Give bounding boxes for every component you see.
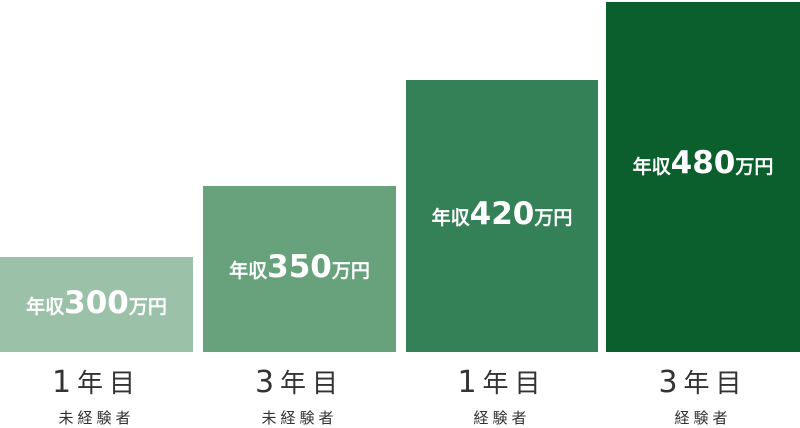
- category-years-number: 1: [457, 365, 483, 400]
- category-years-number: 3: [254, 365, 281, 400]
- category-label: 1年目未経験者: [0, 368, 193, 428]
- category-experience: 未経験者: [261, 409, 338, 427]
- category-years: 1年目: [406, 365, 598, 400]
- value-number: 420: [469, 196, 535, 233]
- category-years: 1年目: [0, 365, 193, 400]
- category-years: 3年目: [203, 365, 396, 400]
- category-years-number: 3: [658, 365, 684, 400]
- category-years-unit: 年目: [482, 369, 547, 399]
- category-years: 3年目: [606, 365, 800, 400]
- bar-value-label: 年収300万円: [0, 285, 193, 321]
- category-years-unit: 年目: [77, 369, 142, 399]
- category-years-number: 1: [51, 365, 78, 400]
- value-prefix: 年収: [229, 260, 268, 283]
- value-prefix: 年収: [26, 295, 65, 318]
- value-number: 480: [670, 145, 736, 182]
- category-years-unit: 年目: [683, 369, 748, 399]
- value-suffix: 万円: [128, 295, 167, 318]
- bar-value-label: 年収480万円: [606, 145, 800, 181]
- bar-1: 年収300万円: [0, 257, 193, 352]
- value-suffix: 万円: [534, 207, 573, 230]
- category-label: 1年目経験者: [406, 368, 598, 428]
- bar-value-label: 年収350万円: [203, 249, 396, 285]
- category-experience: 未経験者: [58, 409, 135, 427]
- bar-4: 年収480万円: [606, 2, 800, 352]
- category-label: 3年目経験者: [606, 368, 800, 428]
- value-number: 300: [64, 284, 129, 321]
- category-years-unit: 年目: [280, 369, 345, 399]
- value-number: 350: [267, 249, 332, 286]
- value-suffix: 万円: [331, 260, 370, 283]
- bar-2: 年収350万円: [203, 186, 396, 352]
- bar-value-label: 年収420万円: [406, 196, 598, 232]
- category-experience: 経験者: [473, 409, 531, 427]
- category-experience: 経験者: [674, 409, 732, 427]
- value-suffix: 万円: [735, 156, 774, 179]
- bar-3: 年収420万円: [406, 80, 598, 352]
- category-label: 3年目未経験者: [203, 368, 396, 428]
- value-prefix: 年収: [632, 156, 671, 179]
- value-prefix: 年収: [431, 207, 470, 230]
